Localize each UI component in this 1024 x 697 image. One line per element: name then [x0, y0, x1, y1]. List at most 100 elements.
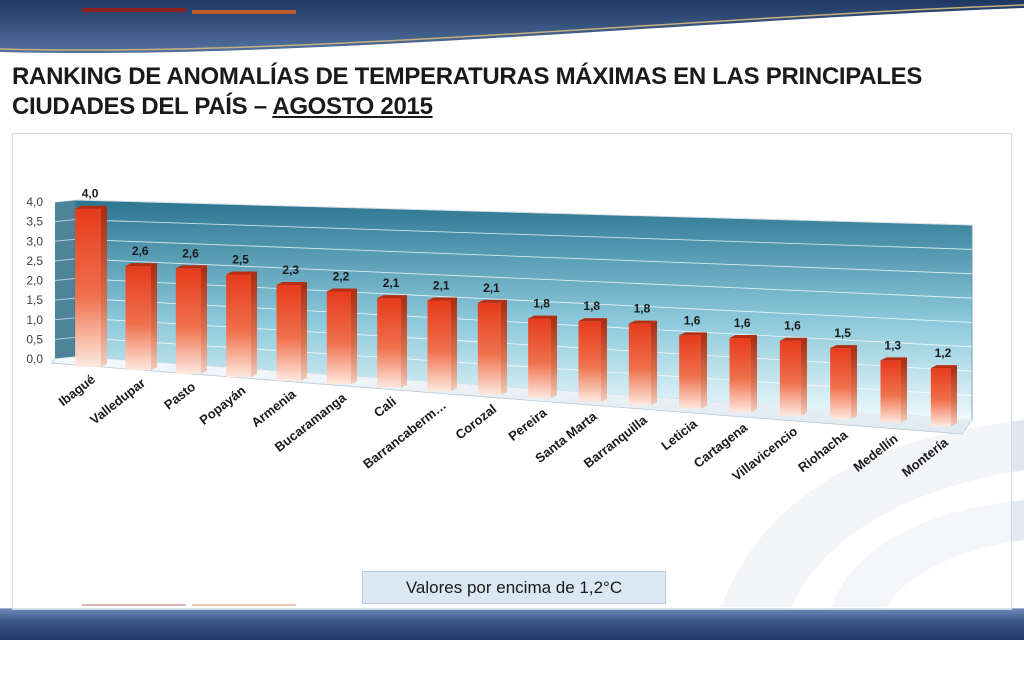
- gridline-side: [54, 278, 76, 281]
- bar-front: [226, 274, 251, 378]
- data-label: 2,6: [132, 244, 149, 258]
- gridline-side: [54, 258, 76, 262]
- bar-front: [125, 266, 151, 371]
- bar-18: [930, 365, 957, 427]
- bar-top: [326, 288, 357, 292]
- bar-front: [880, 360, 901, 423]
- bar-side: [751, 335, 757, 413]
- data-label: 1,6: [784, 319, 801, 333]
- bar-front: [830, 348, 851, 420]
- gridline-side: [54, 219, 76, 223]
- bar-side: [551, 315, 557, 399]
- y-tick-label: 0,5: [26, 332, 43, 346]
- x-tick-label: Montería: [899, 434, 952, 480]
- gridline: [74, 238, 973, 275]
- data-label: 2,5: [232, 253, 249, 267]
- bar-7: [377, 295, 407, 388]
- bar-front: [578, 321, 601, 402]
- gridline-side: [54, 336, 76, 340]
- y-tick-label: 2,0: [26, 274, 43, 288]
- y-tick-label: 3,0: [26, 234, 43, 248]
- gridline: [74, 278, 973, 323]
- title-line-2: CIUDADES DEL PAÍS – AGOSTO 2015: [12, 92, 1012, 122]
- gridline: [74, 336, 973, 397]
- bar-top: [830, 345, 857, 349]
- bar-top: [528, 315, 557, 319]
- bar-top: [628, 320, 657, 324]
- gridline-side: [54, 199, 76, 203]
- data-label: 1,6: [734, 316, 751, 330]
- data-label: 2,6: [182, 246, 199, 260]
- x-tick-label: Armenia: [248, 386, 299, 430]
- data-label: 1,8: [634, 302, 651, 316]
- bar-front: [175, 268, 201, 374]
- bar-12: [628, 320, 657, 406]
- title-line-2-text: CIUDADES DEL PAÍS –: [12, 93, 273, 120]
- bar-side: [201, 265, 207, 374]
- data-label: 2,2: [333, 270, 350, 284]
- bar-16: [830, 345, 857, 420]
- bar-top: [226, 271, 257, 275]
- gridline-side: [54, 238, 76, 242]
- data-label: 1,3: [884, 338, 901, 352]
- bars: [75, 205, 957, 427]
- y-tick-label: 4,0: [26, 195, 43, 209]
- data-label: 1,8: [533, 297, 550, 311]
- bar-top: [729, 335, 757, 339]
- data-label: 1,2: [935, 346, 952, 360]
- bar-15: [779, 337, 807, 416]
- y-axis-ticks: 0,0 0,5 1,0 1,5 2,0 2,5 3,0 3,5 4,0: [26, 195, 43, 366]
- bar-side: [401, 295, 407, 388]
- y-tick-label: 2,5: [26, 254, 43, 268]
- data-label: 2,3: [282, 263, 299, 277]
- bar-side: [901, 357, 907, 423]
- chart-gridlines: [54, 199, 973, 421]
- bar-4: [226, 271, 257, 378]
- slide-title: RANKING DE ANOMALÍAS DE TEMPERATURAS MÁX…: [12, 62, 1012, 122]
- bar-side: [501, 299, 507, 395]
- bar-2: [125, 263, 157, 371]
- bar-front: [779, 340, 801, 416]
- gridline-side: [54, 356, 76, 360]
- bar-front: [930, 368, 951, 427]
- bar-side: [851, 345, 857, 420]
- bar-front: [679, 335, 701, 409]
- data-label: 1,6: [684, 313, 701, 327]
- data-labels: 4,0 2,6 2,6 2,5 2,3 2,2 2,1 2,1 2,1 1,8 1,8 1,8 1,6 1…: [82, 187, 952, 360]
- bar-13: [679, 332, 707, 409]
- data-label: 2,1: [383, 276, 400, 290]
- x-tick-label: Medellín: [850, 431, 900, 475]
- bar-top: [276, 282, 307, 286]
- title-date: AGOSTO 2015: [272, 93, 433, 120]
- gridline: [74, 317, 973, 372]
- x-tick-label: Pereira: [505, 404, 550, 443]
- bar-front: [326, 291, 351, 385]
- x-tick-label: Pasto: [161, 379, 198, 413]
- bar-14: [729, 335, 757, 413]
- gridline: [74, 356, 973, 421]
- y-tick-label: 1,0: [26, 313, 43, 327]
- x-tick-label: Ibagué: [56, 371, 98, 409]
- gridline-side: [54, 297, 76, 301]
- header-decoration: [0, 0, 1024, 60]
- bar-side: [101, 205, 107, 367]
- bar-3: [175, 265, 207, 374]
- bar-top: [125, 263, 157, 267]
- data-label: 2,1: [433, 279, 450, 293]
- bar-side: [951, 365, 957, 427]
- bar-8: [427, 297, 457, 392]
- bar-top: [578, 318, 607, 322]
- gridline-side: [54, 317, 76, 321]
- x-tick-label: Riohacha: [795, 427, 851, 475]
- bar-side: [301, 282, 307, 381]
- y-tick-label: 1,5: [26, 293, 43, 307]
- bar-front: [477, 302, 501, 395]
- data-label: 2,1: [483, 281, 500, 295]
- bar-top: [880, 357, 907, 361]
- bar-side: [251, 271, 257, 378]
- x-tick-label: Leticia: [658, 416, 700, 454]
- bar-11: [578, 318, 607, 402]
- x-tick-label: Popayán: [196, 383, 248, 428]
- x-tick-label: Corozal: [452, 401, 499, 442]
